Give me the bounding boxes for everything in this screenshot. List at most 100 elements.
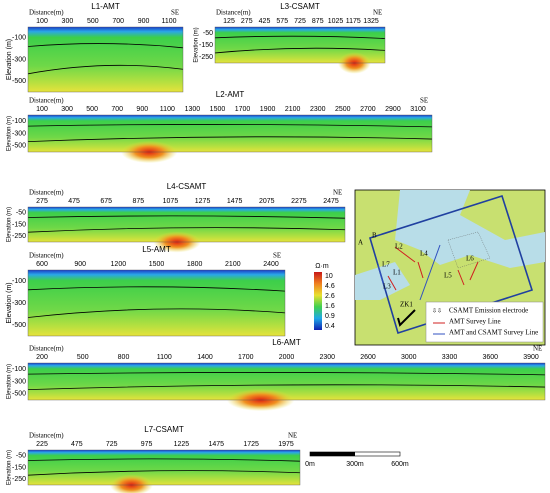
resistivity-section xyxy=(28,115,432,152)
x-tick-label: 475 xyxy=(68,198,80,205)
anomaly xyxy=(109,474,153,493)
y-tick-label: -500 xyxy=(12,391,26,398)
x-tick-label: 425 xyxy=(259,18,271,25)
x-tick-label: 875 xyxy=(312,18,324,25)
survey-line xyxy=(419,244,441,301)
map-label: B xyxy=(372,232,377,240)
panel-title: L3-CSAMT xyxy=(280,2,320,11)
map-label: L5 xyxy=(444,272,452,280)
survey-line xyxy=(377,264,386,291)
x-tick-label: 1175 xyxy=(346,18,361,25)
x-tick-label: 2000 xyxy=(279,354,295,361)
survey-line xyxy=(387,275,397,291)
x-tick-label: 100 xyxy=(36,18,48,25)
legend-symbol: ⇩⇩ xyxy=(432,307,442,314)
x-tick-label: 1500 xyxy=(210,106,226,113)
colorbar-tick-label: 4.6 xyxy=(325,283,335,290)
legend-box xyxy=(425,301,544,343)
x-axis-label: Distance(m) xyxy=(29,9,64,17)
survey-line xyxy=(394,246,416,263)
x-tick-label: 2900 xyxy=(385,106,401,113)
section-frame xyxy=(27,362,546,401)
x-axis-label: Distance(m) xyxy=(29,252,64,260)
contour xyxy=(27,308,286,318)
x-tick-label: 125 xyxy=(223,18,235,25)
colorbar-tick-label: 10 xyxy=(325,273,333,280)
x-tick-label: 1100 xyxy=(160,106,175,113)
x-tick-label: 1325 xyxy=(363,18,379,25)
survey-line xyxy=(469,261,479,281)
contour xyxy=(27,64,184,75)
x-tick-label: 2275 xyxy=(291,198,307,205)
x-tick-label: 1725 xyxy=(243,441,259,448)
x-tick-label: 900 xyxy=(138,18,150,25)
survey-line xyxy=(457,269,465,286)
x-tick-label: 1075 xyxy=(163,198,179,205)
x-tick-label: 2300 xyxy=(319,354,335,361)
panel-title: L1-AMT xyxy=(91,2,120,11)
contour xyxy=(27,124,433,128)
x-tick-label: 2100 xyxy=(285,106,301,113)
direction: SE xyxy=(420,97,428,105)
survey-line xyxy=(417,261,424,279)
x-tick-label: 1500 xyxy=(149,261,165,268)
x-tick-label: 1275 xyxy=(195,198,211,205)
x-tick-label: 1900 xyxy=(260,106,276,113)
scale-bar xyxy=(310,452,355,456)
x-tick-label: 300 xyxy=(61,106,73,113)
colorbar-tick-label: 0.9 xyxy=(325,313,335,320)
contour xyxy=(27,43,184,49)
panel-title: L7-CSAMT xyxy=(144,425,184,434)
grid-area xyxy=(447,231,491,269)
y-axis-label: Elevation (m) xyxy=(194,27,200,62)
y-tick-label: -250 xyxy=(12,476,26,483)
x-tick-label: 1025 xyxy=(328,18,344,25)
x-tick-label: 800 xyxy=(118,354,130,361)
map-label: L4 xyxy=(420,250,428,258)
x-tick-label: 600 xyxy=(36,261,48,268)
x-tick-label: 3900 xyxy=(523,354,539,361)
x-tick-label: 1400 xyxy=(197,354,213,361)
contour xyxy=(27,286,286,292)
arrow xyxy=(397,309,416,327)
x-tick-label: 2100 xyxy=(225,261,241,268)
y-tick-label: -50 xyxy=(203,30,213,37)
x-tick-label: 900 xyxy=(74,261,86,268)
x-tick-label: 3600 xyxy=(482,354,498,361)
scale-label: 600m xyxy=(391,461,409,468)
location-map: ⇩⇩ xyxy=(354,189,546,346)
x-tick-label: 675 xyxy=(100,198,112,205)
x-tick-label: 575 xyxy=(276,18,288,25)
y-tick-label: -150 xyxy=(12,464,26,471)
y-axis-label: Elevation (m) xyxy=(7,364,13,399)
direction: NE xyxy=(288,432,297,440)
y-tick-label: -300 xyxy=(12,56,26,63)
section-frame xyxy=(214,26,386,64)
contour xyxy=(27,227,346,233)
contour xyxy=(27,470,301,476)
x-tick-label: 275 xyxy=(36,198,48,205)
x-tick-label: 875 xyxy=(132,198,144,205)
panel-title: L2-AMT xyxy=(216,90,245,99)
panel-title: L4-CSAMT xyxy=(167,182,207,191)
x-tick-label: 1975 xyxy=(278,441,294,448)
section-frame xyxy=(27,114,433,153)
x-tick-label: 500 xyxy=(86,106,98,113)
x-tick-label: 1475 xyxy=(208,441,224,448)
contour xyxy=(27,458,301,462)
x-tick-label: 1700 xyxy=(235,106,251,113)
x-tick-label: 700 xyxy=(112,18,124,25)
x-axis-label: Distance(m) xyxy=(29,97,64,105)
colorbar-unit: Ω·m xyxy=(315,263,329,270)
x-tick-label: 2300 xyxy=(310,106,326,113)
survey-area xyxy=(369,194,534,335)
x-tick-label: 100 xyxy=(36,106,48,113)
x-tick-label: 3000 xyxy=(401,354,417,361)
legend-label: AMT Survey Line xyxy=(449,318,501,326)
x-tick-label: 2475 xyxy=(323,198,339,205)
y-tick-label: -300 xyxy=(12,378,26,385)
map-label: ZK1 xyxy=(400,301,413,309)
x-axis-label: Distance(m) xyxy=(29,432,64,440)
water xyxy=(395,190,545,268)
y-axis-label: Elevation (m) xyxy=(7,116,13,151)
